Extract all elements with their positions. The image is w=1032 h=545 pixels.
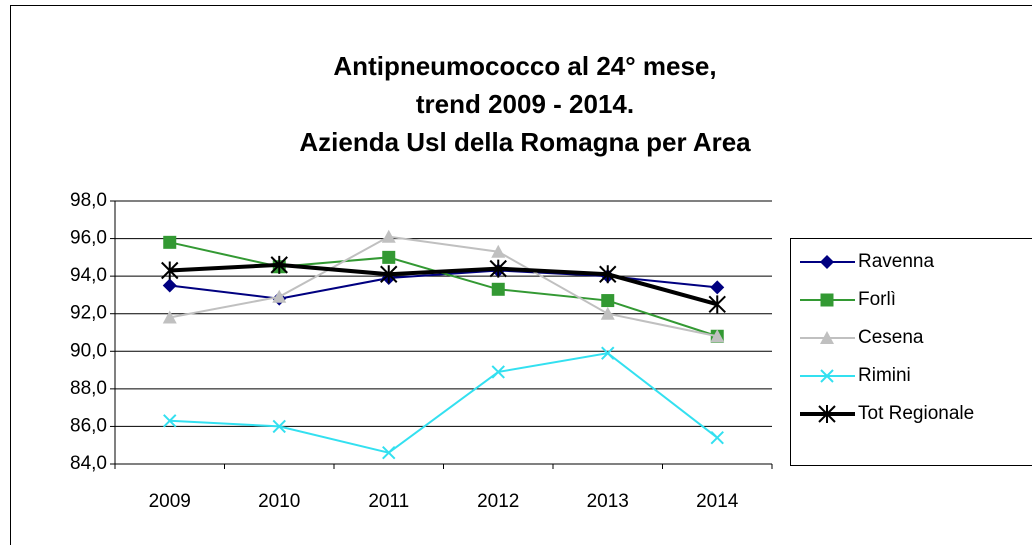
chart-frame <box>10 5 1032 545</box>
series-line <box>169 235 718 338</box>
marker <box>600 306 615 320</box>
marker <box>380 265 398 284</box>
y-tick-label: 98,0 <box>70 190 107 211</box>
y-tick-label: 86,0 <box>70 415 107 436</box>
series-line <box>169 269 718 300</box>
marker <box>162 278 177 293</box>
marker <box>272 419 286 434</box>
marker <box>272 289 287 303</box>
marker <box>161 261 179 280</box>
marker <box>820 293 834 307</box>
marker <box>820 331 834 344</box>
chart-title: Azienda Usl della Romagna per Area <box>299 127 751 157</box>
marker <box>710 430 724 445</box>
x-tick-label: 2009 <box>149 491 191 512</box>
series-line <box>169 262 718 307</box>
chart-title: trend 2009 - 2014. <box>416 89 634 119</box>
marker <box>710 280 725 295</box>
marker <box>491 365 505 379</box>
marker <box>163 414 177 428</box>
marker <box>270 255 288 274</box>
marker <box>162 310 177 324</box>
y-tick-label: 84,0 <box>70 453 107 474</box>
marker <box>381 229 396 243</box>
legend-label: Forlì <box>858 289 896 310</box>
marker <box>820 369 834 383</box>
y-tick-label: 90,0 <box>70 340 107 361</box>
marker <box>820 255 834 269</box>
y-tick-label: 96,0 <box>70 228 107 249</box>
marker <box>818 405 836 423</box>
marker <box>601 294 615 308</box>
x-tick-label: 2010 <box>258 491 300 512</box>
marker <box>491 244 506 258</box>
marker <box>163 235 177 249</box>
series-line <box>169 241 718 338</box>
legend-label: Cesena <box>858 327 924 348</box>
x-tick-label: 2011 <box>368 491 409 512</box>
legend-label: Tot Regionale <box>858 403 974 424</box>
marker <box>710 329 725 343</box>
x-tick-label: 2013 <box>587 491 629 512</box>
marker <box>601 346 615 360</box>
x-tick-label: 2014 <box>696 491 739 512</box>
marker <box>491 282 505 296</box>
marker <box>382 446 396 460</box>
legend-label: Rimini <box>858 365 911 386</box>
marker <box>489 259 507 278</box>
legend-label: Ravenna <box>858 251 934 272</box>
y-tick-label: 92,0 <box>70 303 107 324</box>
y-tick-label: 88,0 <box>70 378 107 399</box>
marker <box>599 265 617 284</box>
marker <box>708 295 726 314</box>
series-line <box>169 352 718 454</box>
chart-title: Antipneumococco al 24° mese, <box>333 51 716 81</box>
x-tick-label: 2012 <box>477 491 519 512</box>
marker <box>382 250 396 264</box>
legend-box <box>790 238 1032 466</box>
y-tick-label: 94,0 <box>70 265 107 286</box>
